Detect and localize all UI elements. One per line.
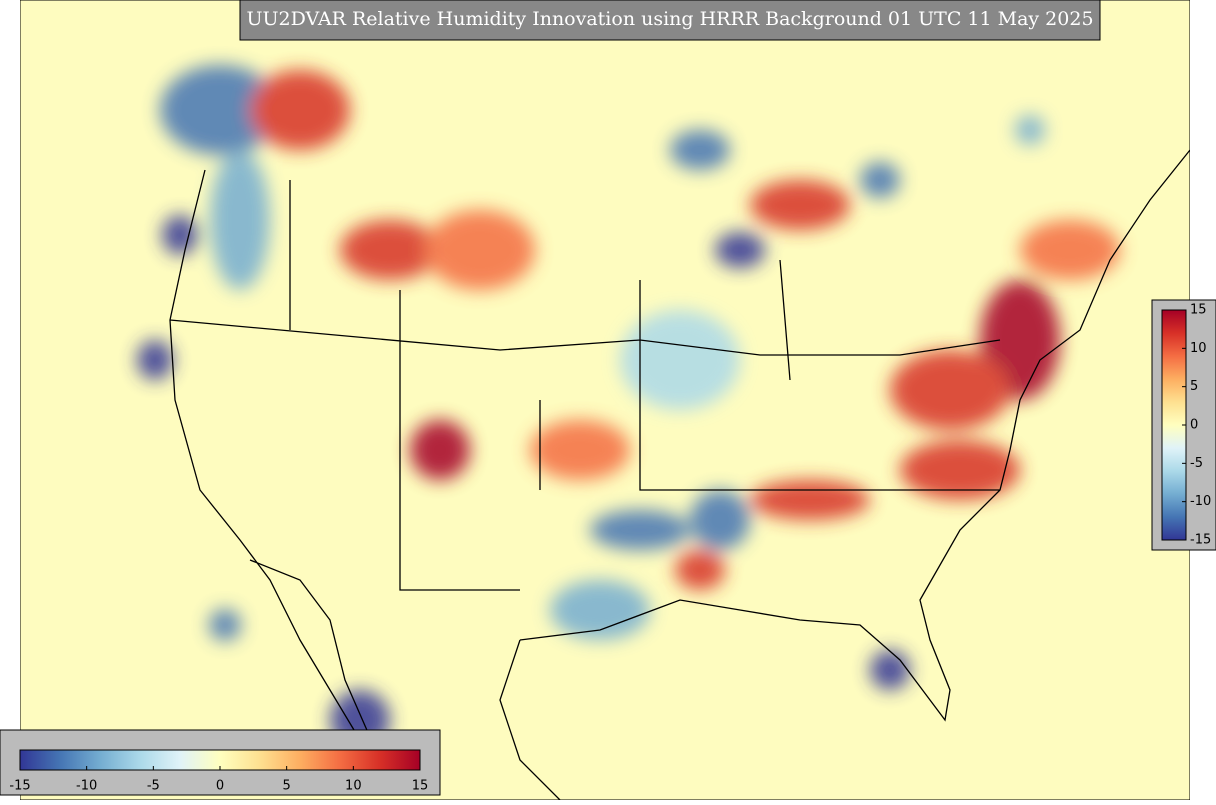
colorbar-tick-label: -5 (147, 779, 160, 794)
colorbar-tick-label: 10 (345, 779, 362, 794)
title: UU2DVAR Relative Humidity Innovation usi… (246, 8, 1093, 30)
colorbar-tick-label: 5 (1190, 379, 1198, 394)
humidity-field (137, 65, 1120, 750)
colorbar-tick-label: -5 (1190, 456, 1203, 471)
colorbar-tick-label: 10 (1190, 341, 1207, 356)
coastline (169, 149, 1190, 800)
colorbar-tick-label: 5 (283, 779, 291, 794)
colorbar-tick-label: 0 (216, 779, 224, 794)
colorbar-tick-label: 0 (1190, 418, 1198, 433)
title-box (239, 0, 1101, 41)
colorbar-tick-label: 15 (1190, 303, 1207, 318)
colorbar-tick-label: -10 (76, 779, 97, 794)
colorbar-tick-label: -15 (1190, 533, 1211, 548)
colorbar-tick-label: -10 (1190, 494, 1211, 509)
colorbar-tick-label: -15 (9, 779, 30, 794)
map (20, 0, 1190, 800)
colorbar-tick-label: 15 (412, 779, 429, 794)
